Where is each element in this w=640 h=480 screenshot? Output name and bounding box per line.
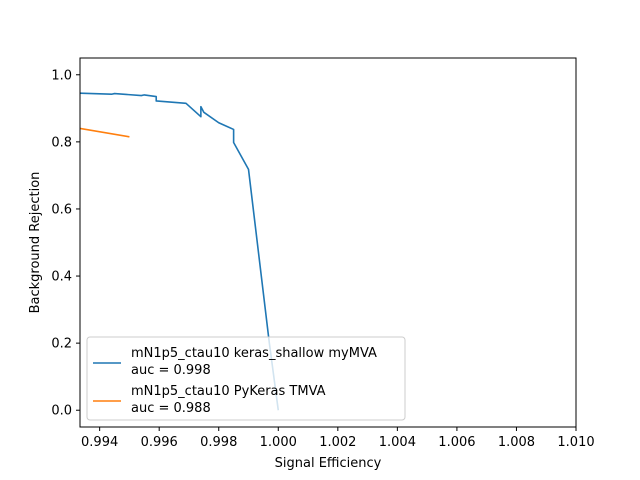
y-tick-label: 0.6 [51, 202, 72, 217]
y-axis: 0.0 0.2 0.4 0.6 0.8 1.0 [51, 68, 80, 419]
y-tick-label: 1.0 [51, 68, 72, 83]
x-tick-label: 1.004 [379, 435, 416, 450]
x-axis-label: Signal Efficiency [275, 456, 382, 471]
series-line-2 [80, 127, 130, 138]
x-axis: 0.994 0.996 0.998 1.000 1.002 1.004 1.006 1.008… [81, 427, 595, 450]
legend-box [86, 336, 406, 421]
legend-auc-1: auc = 0.998 [131, 363, 211, 378]
x-tick-label: 0.998 [200, 435, 237, 450]
legend-auc-2: auc = 0.988 [131, 401, 211, 416]
y-tick-label: 0.4 [51, 270, 72, 285]
legend-label-1: mN1p5_ctau10 keras_shallow myMVA [131, 346, 377, 361]
x-tick-label: 0.994 [81, 435, 118, 450]
y-axis-label: Background Rejection [28, 172, 43, 314]
x-tick-label: 1.006 [438, 435, 475, 450]
y-tick-label: 0.0 [51, 404, 72, 419]
legend-label-2: mN1p5_ctau10 PyKeras TMVA [131, 384, 326, 399]
x-tick-label: 1.002 [319, 435, 356, 450]
x-tick-label: 1.008 [498, 435, 535, 450]
series-line-1 [80, 92, 280, 411]
y-tick-label: 0.2 [51, 337, 72, 352]
legend: mN1p5_ctau10 keras_shallow myMVA auc = 0.… [86, 336, 406, 421]
x-tick-label: 1.000 [260, 435, 297, 450]
x-tick-label: 0.996 [141, 435, 178, 450]
series-layer [80, 92, 280, 411]
x-tick-label: 1.010 [557, 435, 594, 450]
plot-frame [79, 57, 577, 428]
y-tick-label: 0.8 [51, 135, 72, 150]
